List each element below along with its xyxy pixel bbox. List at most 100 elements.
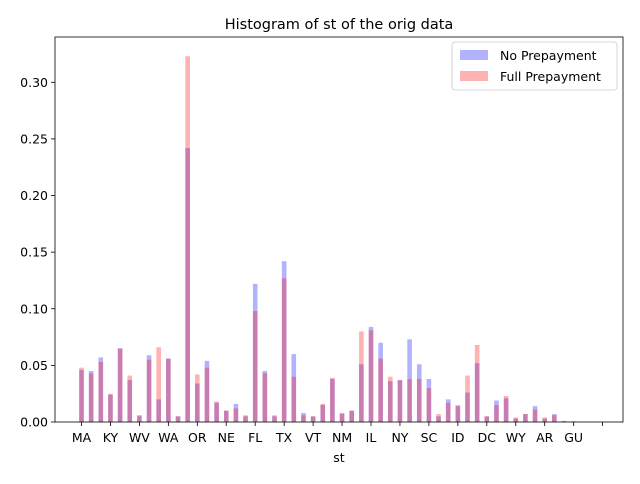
bar-full-prepayment (262, 373, 268, 422)
legend-label-full-prepayment: Full Prepayment (500, 69, 601, 84)
x-tick-label: ID (451, 430, 464, 445)
bar-no-prepayment (117, 348, 123, 422)
y-tick-label: 0.00 (20, 415, 48, 430)
bar-no-prepayment (195, 383, 200, 422)
bar-full-prepayment (474, 345, 480, 422)
bar-full-prepayment (146, 359, 152, 422)
bar-no-prepayment (368, 326, 374, 422)
legend-frame (451, 41, 618, 91)
bar-full-prepayment (252, 311, 258, 422)
plot-frame (54, 36, 624, 423)
bar-full-prepayment (214, 401, 219, 422)
bar-no-prepayment (330, 378, 335, 422)
x-tick-label: FL (248, 430, 262, 445)
bar-no-prepayment (137, 415, 142, 422)
bar-no-prepayment (146, 355, 152, 422)
bar-no-prepayment (291, 354, 297, 422)
bar-full-prepayment (359, 331, 364, 422)
bar-no-prepayment (561, 420, 567, 422)
bar-no-prepayment (349, 410, 354, 422)
bar-full-prepayment (291, 376, 297, 422)
bar-full-prepayment (137, 416, 142, 422)
y-tick-label: 0.20 (20, 188, 48, 203)
bar-full-prepayment (416, 378, 422, 422)
bar-no-prepayment (301, 412, 306, 422)
bar-no-prepayment (262, 371, 268, 422)
bar-full-prepayment (272, 415, 277, 422)
bar-no-prepayment (175, 416, 181, 422)
bar-full-prepayment (378, 358, 383, 422)
bar-full-prepayment (552, 415, 557, 422)
bar-full-prepayment (79, 367, 84, 422)
bar-full-prepayment (301, 415, 306, 422)
bar-full-prepayment (455, 405, 461, 422)
y-tick-label: 0.15 (20, 245, 48, 260)
x-tick-label: NM (332, 430, 352, 445)
bar-full-prepayment (156, 347, 161, 422)
x-tick-label: WY (506, 430, 526, 445)
y-tick-label: 0.10 (20, 301, 48, 316)
bar-no-prepayment (552, 414, 557, 422)
bar-full-prepayment (397, 380, 403, 422)
bar-no-prepayment (281, 261, 287, 422)
bar-no-prepayment (214, 402, 219, 422)
bar-full-prepayment (339, 414, 345, 422)
legend-swatch-full-prepayment (460, 71, 488, 81)
x-tick-label: SC (421, 430, 438, 445)
bar-full-prepayment (445, 402, 451, 422)
bar-no-prepayment (455, 406, 461, 422)
bar-no-prepayment (223, 410, 229, 422)
x-tick-label: OR (188, 430, 207, 445)
bars-layer (79, 56, 576, 422)
bar-full-prepayment (349, 410, 354, 422)
bar-no-prepayment (233, 403, 239, 422)
x-tick-label: MA (72, 430, 92, 445)
bar-no-prepayment (127, 380, 133, 422)
bar-full-prepayment (243, 415, 248, 422)
y-axis: 0.00 0.05 0.10 0.15 0.20 0.25 0.30 (20, 75, 55, 430)
bar-full-prepayment (310, 416, 316, 422)
x-tick-label: VT (305, 430, 322, 445)
y-tick-label: 0.05 (20, 358, 48, 373)
bar-full-prepayment (320, 403, 326, 422)
bar-full-prepayment (503, 395, 509, 422)
bar-no-prepayment (426, 378, 432, 422)
bar-no-prepayment (108, 394, 113, 422)
bar-full-prepayment (436, 414, 441, 422)
bar-no-prepayment (252, 283, 258, 422)
bar-full-prepayment (330, 377, 335, 422)
bar-no-prepayment (397, 380, 403, 422)
legend-label-no-prepayment: No Prepayment (500, 48, 597, 63)
bar-no-prepayment (445, 399, 451, 422)
bar-full-prepayment (204, 367, 210, 422)
x-tick-label: NY (391, 430, 408, 445)
bar-full-prepayment (368, 330, 374, 422)
x-tick-label: IL (366, 430, 377, 445)
bar-full-prepayment (281, 278, 287, 422)
x-axis: MA KY WV WA OR NE FL TX VT NM IL NY SC ID DC WY AR GU (72, 422, 603, 445)
bar-full-prepayment (388, 376, 393, 422)
x-axis-title: st (333, 450, 345, 465)
bar-no-prepayment (436, 416, 441, 422)
bar-no-prepayment (272, 416, 277, 422)
bar-no-prepayment (465, 392, 470, 422)
bar-full-prepayment (166, 358, 171, 422)
bar-full-prepayment (407, 378, 412, 422)
bar-no-prepayment (474, 363, 480, 422)
bar-no-prepayment (98, 357, 104, 422)
x-tick-label: WA (158, 430, 179, 445)
x-tick-label: WV (129, 430, 150, 445)
bar-full-prepayment (523, 414, 528, 422)
legend: No Prepayment Full Prepayment (451, 41, 618, 91)
bar-full-prepayment (494, 405, 499, 422)
bar-no-prepayment (542, 418, 547, 422)
bar-full-prepayment (127, 375, 133, 422)
bar-full-prepayment (542, 417, 547, 422)
bar-full-prepayment (88, 373, 94, 422)
bar-full-prepayment (185, 56, 190, 422)
bar-no-prepayment (407, 339, 412, 422)
bar-no-prepayment (166, 358, 171, 422)
bar-full-prepayment (532, 409, 538, 422)
